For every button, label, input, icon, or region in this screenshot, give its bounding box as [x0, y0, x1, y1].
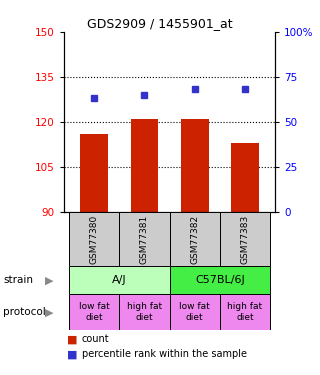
Text: GSM77383: GSM77383: [241, 214, 250, 264]
Text: GSM77382: GSM77382: [190, 214, 199, 264]
Bar: [170, 294, 220, 330]
Text: ■: ■: [67, 350, 78, 359]
Bar: [119, 212, 170, 266]
Bar: [181, 119, 209, 212]
Text: low fat
diet: low fat diet: [180, 303, 210, 322]
Text: protocol: protocol: [3, 307, 46, 317]
Bar: [220, 212, 270, 266]
Bar: [231, 143, 259, 212]
Bar: [131, 119, 158, 212]
Text: ▶: ▶: [45, 307, 54, 317]
Text: GSM77381: GSM77381: [140, 214, 149, 264]
Text: high fat
diet: high fat diet: [127, 303, 162, 322]
Bar: [170, 266, 270, 294]
Text: high fat
diet: high fat diet: [228, 303, 263, 322]
Text: ▶: ▶: [45, 275, 54, 285]
Bar: [69, 294, 119, 330]
Text: percentile rank within the sample: percentile rank within the sample: [82, 350, 247, 359]
Bar: [69, 266, 170, 294]
Bar: [80, 134, 108, 212]
Text: low fat
diet: low fat diet: [79, 303, 109, 322]
Bar: [69, 212, 119, 266]
Text: count: count: [82, 334, 109, 344]
Text: A/J: A/J: [112, 275, 127, 285]
Text: C57BL/6J: C57BL/6J: [195, 275, 245, 285]
Bar: [119, 294, 170, 330]
Text: strain: strain: [3, 275, 33, 285]
Text: GDS2909 / 1455901_at: GDS2909 / 1455901_at: [87, 17, 233, 30]
Text: ■: ■: [67, 334, 78, 344]
Bar: [220, 294, 270, 330]
Bar: [170, 212, 220, 266]
Text: GSM77380: GSM77380: [90, 214, 99, 264]
